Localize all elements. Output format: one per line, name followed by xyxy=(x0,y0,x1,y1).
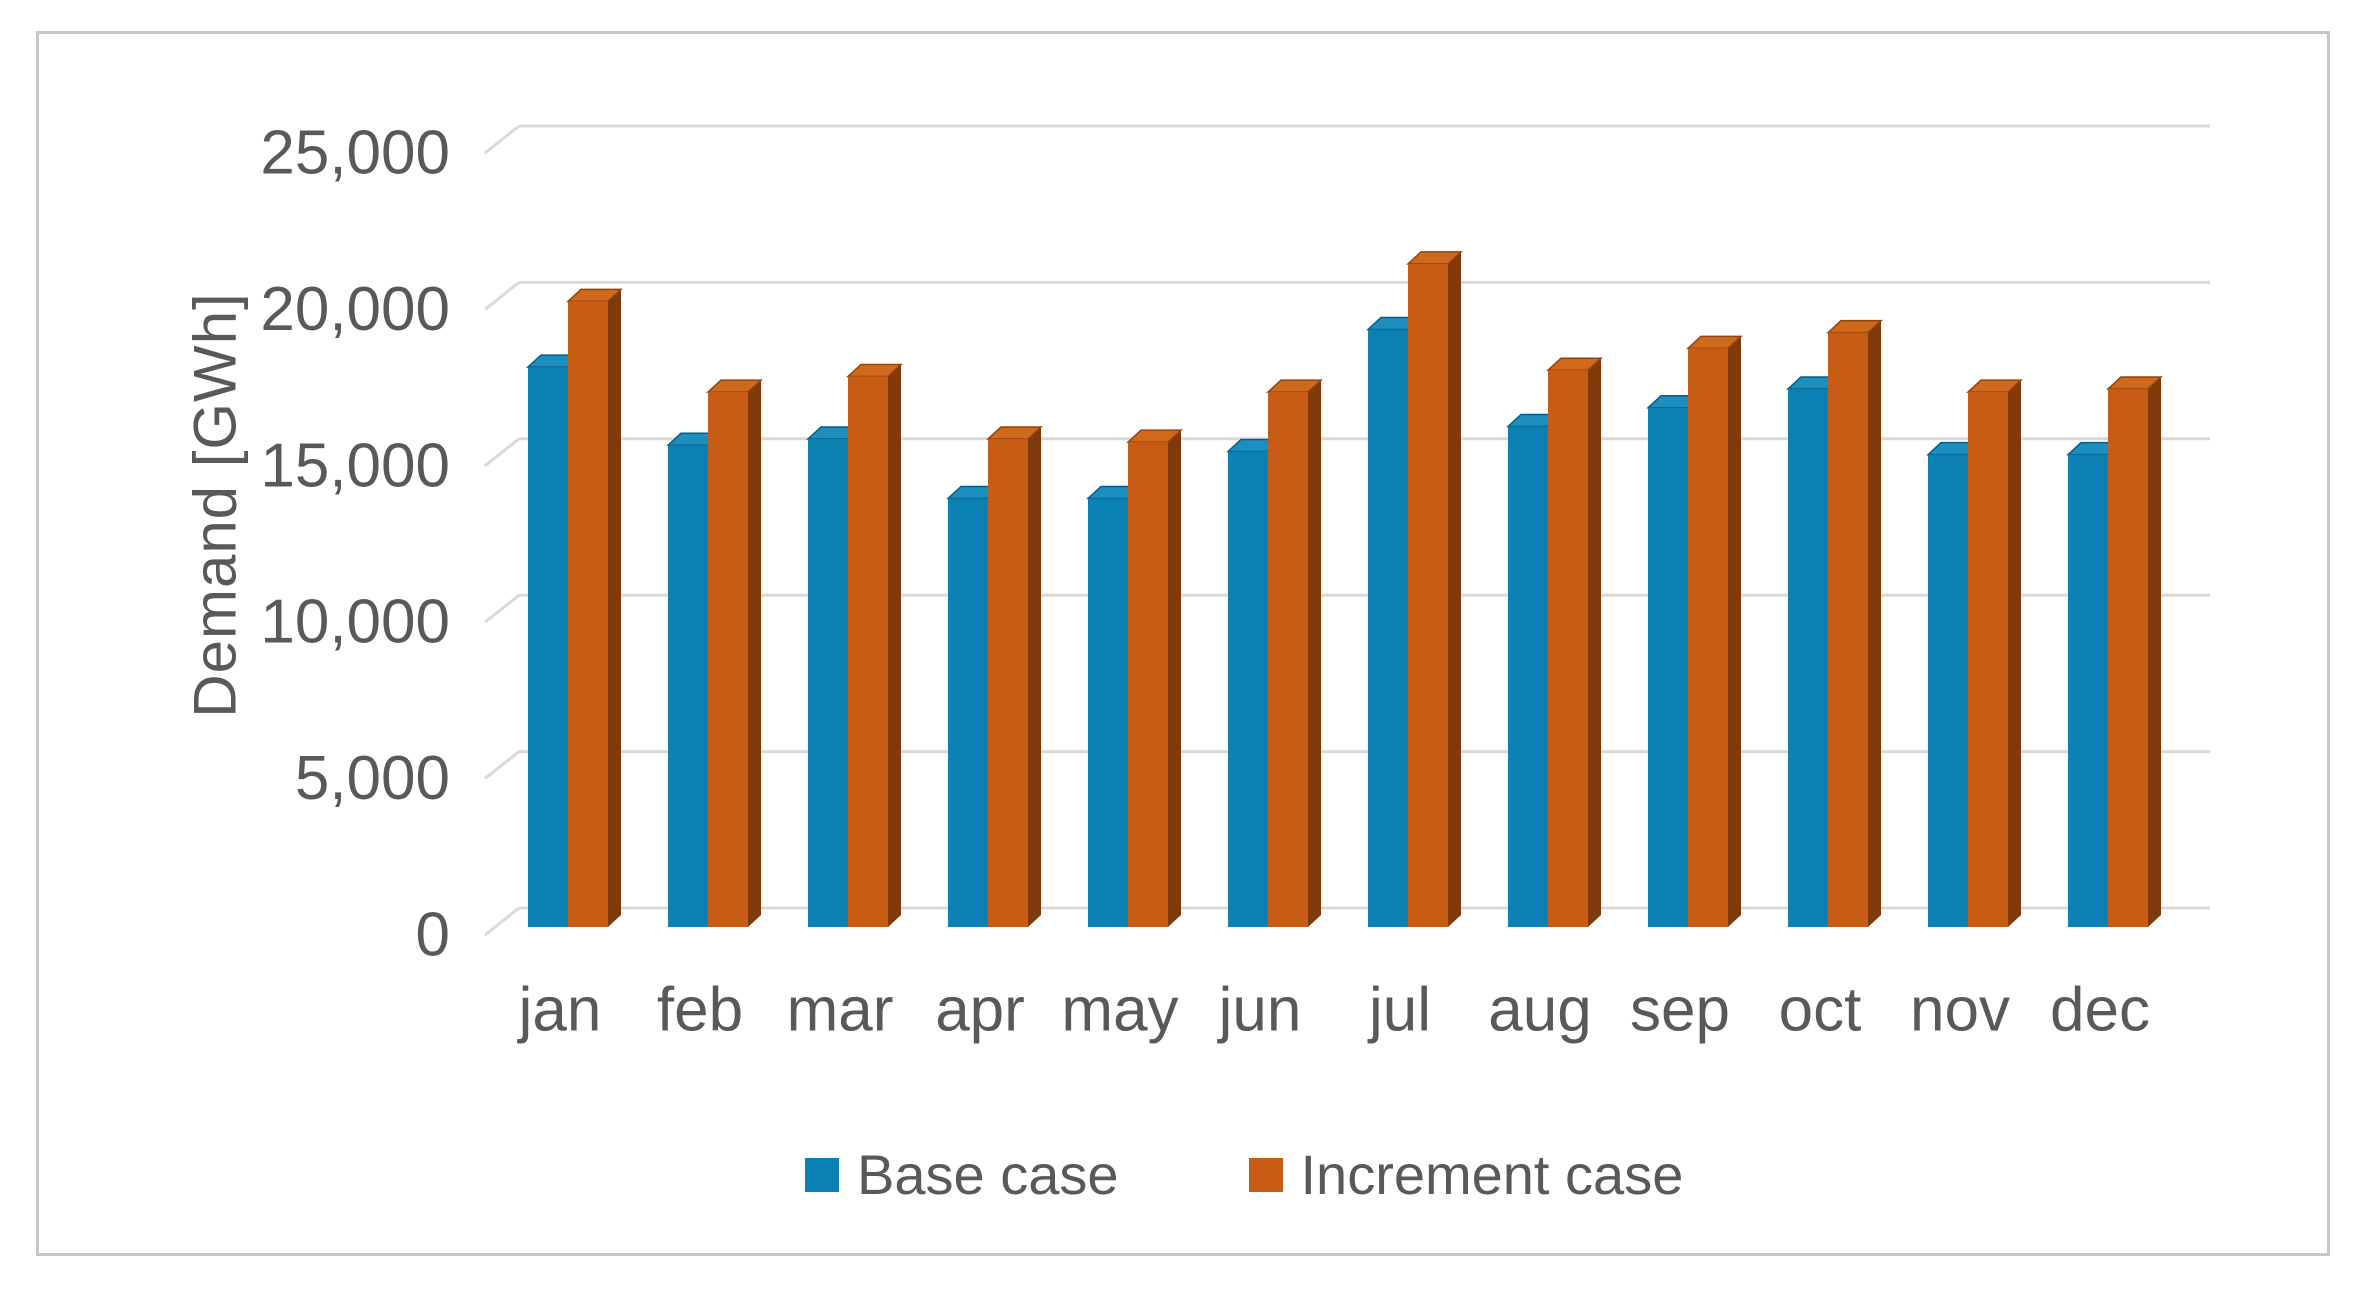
legend-label-base-case: Base case xyxy=(857,1143,1119,1206)
legend-swatch-increment-case-icon xyxy=(1248,1157,1283,1192)
x-tick-label-oct: oct xyxy=(1779,976,1862,1045)
bar-increment-case-aug xyxy=(1548,370,1588,927)
bar-base-case-apr xyxy=(948,498,988,927)
bar-base-case-may xyxy=(1088,498,1128,927)
bar-base-case-dec xyxy=(2068,454,2108,927)
bar-base-case-jan xyxy=(528,367,568,927)
y-tick-label-5000: 5,000 xyxy=(295,744,450,813)
y-tick-label-15000: 15,000 xyxy=(260,431,450,500)
y-tick-label-10000: 10,000 xyxy=(260,588,450,657)
bar-group-apr xyxy=(946,426,1043,927)
bar-group-mar xyxy=(806,363,903,927)
x-tick-label-jan: jan xyxy=(517,976,602,1045)
bar-increment-case-jan-side xyxy=(608,289,621,927)
x-tick-label-jun: jun xyxy=(1217,976,1302,1045)
y-tick-label-25000: 25,000 xyxy=(260,119,450,188)
bar-group-may xyxy=(1086,429,1183,927)
bar-increment-case-apr-side xyxy=(1028,427,1041,927)
x-tick-label-may: may xyxy=(1061,976,1178,1045)
bar-base-case-mar xyxy=(808,439,848,927)
x-tick-label-nov: nov xyxy=(1910,976,2010,1045)
x-tick-label-apr: apr xyxy=(935,976,1025,1045)
bar-increment-case-feb-side xyxy=(748,380,761,927)
bar-group-jan xyxy=(526,288,623,927)
y-tick-connector-5000 xyxy=(484,750,520,780)
bar-increment-case-dec xyxy=(2108,388,2148,927)
bar-increment-case-may-side xyxy=(1168,430,1181,927)
chart-frame xyxy=(36,31,2330,1256)
bar-base-case-sep xyxy=(1648,407,1688,927)
bar-increment-case-feb xyxy=(708,392,748,927)
bar-group-oct xyxy=(1786,319,1883,927)
bar-group-aug xyxy=(1506,357,1603,927)
legend-swatch-base-case-icon xyxy=(805,1157,839,1192)
y-tick-connector-0 xyxy=(484,906,520,937)
bar-increment-case-jan xyxy=(568,301,608,927)
bar-increment-case-aug-side xyxy=(1588,358,1601,927)
x-tick-label-mar: mar xyxy=(787,976,894,1045)
x-tick-label-dec: dec xyxy=(2050,976,2150,1045)
bar-base-case-jun xyxy=(1228,451,1268,927)
bar-increment-case-jul-side xyxy=(1448,251,1461,927)
bar-increment-case-oct xyxy=(1828,332,1868,927)
bar-base-case-nov xyxy=(1928,454,1968,927)
bar-increment-case-oct-side xyxy=(1868,320,1881,927)
legend-item-increment-case: Increment case xyxy=(1248,1142,1684,1207)
legend: Base case Increment case xyxy=(805,1142,1683,1207)
y-axis-title: Demand [GWh] xyxy=(181,292,249,718)
bar-group-jun xyxy=(1226,379,1323,927)
bar-base-case-oct xyxy=(1788,388,1828,927)
bar-base-case-jul xyxy=(1368,329,1408,927)
bar-increment-case-mar-side xyxy=(888,364,901,927)
bar-base-case-aug xyxy=(1508,426,1548,927)
bar-base-case-feb xyxy=(668,445,708,927)
legend-item-base-case: Base case xyxy=(805,1142,1119,1207)
bar-increment-case-mar xyxy=(848,376,888,927)
y-tick-connector-20000 xyxy=(484,281,520,311)
x-tick-label-feb: feb xyxy=(657,976,743,1045)
bar-increment-case-jul xyxy=(1408,263,1448,927)
y-tick-connector-10000 xyxy=(484,594,520,624)
bar-increment-case-dec-side xyxy=(2148,376,2161,927)
bar-increment-case-sep xyxy=(1688,348,1728,927)
y-tick-label-0: 0 xyxy=(416,901,450,970)
y-tick-connector-25000 xyxy=(484,124,520,155)
x-tick-label-jul: jul xyxy=(1367,976,1431,1045)
bar-group-jul xyxy=(1366,251,1463,927)
bar-group-nov xyxy=(1926,379,2023,927)
y-tick-connector-15000 xyxy=(484,437,520,467)
bar-increment-case-jun xyxy=(1268,392,1308,927)
bar-increment-case-apr xyxy=(988,439,1028,927)
x-tick-label-aug: aug xyxy=(1488,976,1591,1045)
bar-increment-case-jun-side xyxy=(1308,380,1321,927)
x-tick-label-sep: sep xyxy=(1630,976,1730,1045)
bar-increment-case-nov xyxy=(1968,392,2008,927)
bar-group-dec xyxy=(2066,376,2163,927)
bar-group-sep xyxy=(1646,335,1743,927)
bar-group-feb xyxy=(666,379,763,927)
bar-increment-case-nov-side xyxy=(2008,380,2021,927)
bar-increment-case-may xyxy=(1128,442,1168,927)
legend-label-increment-case: Increment case xyxy=(1300,1143,1684,1206)
y-tick-label-20000: 20,000 xyxy=(260,275,450,344)
bar-increment-case-sep-side xyxy=(1728,336,1741,927)
